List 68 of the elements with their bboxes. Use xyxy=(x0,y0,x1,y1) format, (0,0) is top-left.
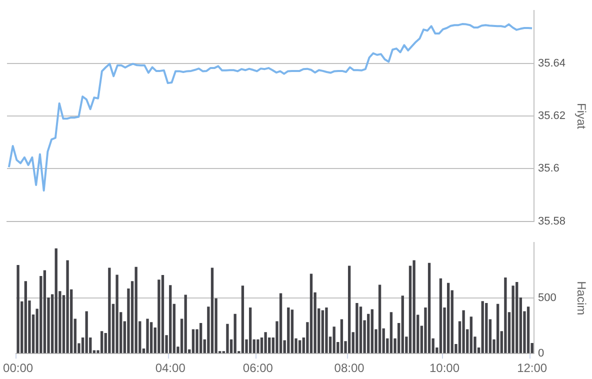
bar xyxy=(310,274,313,354)
bar xyxy=(54,248,58,354)
y-tick-label: 35.64 xyxy=(538,57,566,70)
bar xyxy=(24,281,27,354)
bar xyxy=(481,301,484,354)
bar xyxy=(512,286,514,354)
bar xyxy=(370,309,374,354)
bar xyxy=(279,293,282,354)
bar xyxy=(496,304,500,354)
bar xyxy=(462,310,465,354)
bar xyxy=(226,324,229,354)
bar xyxy=(332,326,336,354)
y-axis-title: Hacim xyxy=(574,281,588,316)
bar xyxy=(248,308,252,354)
y-axis-title: Fiyat xyxy=(574,102,588,130)
bar xyxy=(446,282,450,354)
bar xyxy=(43,270,46,354)
y-tick-label: 500 xyxy=(538,292,556,304)
bar xyxy=(504,277,507,354)
bar xyxy=(401,296,404,354)
y-tick-label: 35.6 xyxy=(538,162,560,175)
x-tick-label: 08:00 xyxy=(334,361,365,376)
bar xyxy=(184,294,187,354)
bar xyxy=(526,306,530,354)
bar xyxy=(210,268,214,354)
bar xyxy=(100,331,104,354)
x-tick-label: 04:00 xyxy=(155,361,186,376)
bar xyxy=(192,329,195,354)
bar xyxy=(134,266,138,354)
bar xyxy=(390,312,393,354)
y-tick-label: 35.58 xyxy=(538,215,566,228)
bar xyxy=(264,332,267,354)
bar xyxy=(367,314,370,354)
bar xyxy=(412,260,416,354)
bar xyxy=(150,322,153,354)
bar xyxy=(16,265,20,354)
bar xyxy=(287,308,290,354)
y-tick-label: 35.62 xyxy=(538,110,566,122)
bar xyxy=(108,268,111,354)
bar xyxy=(290,310,294,354)
bar xyxy=(516,282,518,354)
bar xyxy=(241,286,244,354)
bar xyxy=(356,302,358,354)
bar xyxy=(161,275,164,354)
bar xyxy=(66,260,69,354)
bar xyxy=(340,319,344,354)
bar xyxy=(485,302,488,354)
y-tick-label: 0 xyxy=(538,348,544,360)
bar xyxy=(256,339,260,354)
bar xyxy=(378,284,382,354)
bar xyxy=(470,316,473,354)
bar xyxy=(348,266,351,354)
bar xyxy=(169,285,172,354)
bar xyxy=(321,310,324,354)
bar xyxy=(298,340,302,354)
x-tick-label: 12:00 xyxy=(517,361,548,376)
bar xyxy=(146,318,149,354)
bar xyxy=(439,278,442,354)
x-tick-label: 10:00 xyxy=(430,361,460,376)
bar xyxy=(325,308,328,354)
bar xyxy=(234,314,236,354)
x-tick-label: 06:00 xyxy=(242,361,274,376)
bar xyxy=(199,322,202,354)
bar xyxy=(116,274,118,354)
bar xyxy=(85,311,88,354)
bar xyxy=(428,262,431,354)
bar xyxy=(359,306,362,354)
x-tick-label: 00:00 xyxy=(3,361,34,376)
